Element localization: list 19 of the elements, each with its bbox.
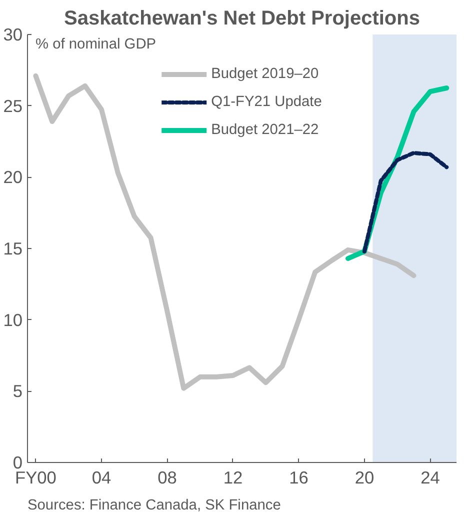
y-tick-label: 15 <box>3 238 23 258</box>
x-tick-label: 20 <box>354 468 374 488</box>
x-tick-label: 12 <box>223 468 243 488</box>
line-series <box>362 150 449 254</box>
x-tick-label: 08 <box>158 468 177 488</box>
y-tick-label: 10 <box>3 310 23 330</box>
x-tick-label: 24 <box>420 468 440 488</box>
legend-label: Budget 2021–22 <box>211 122 319 138</box>
legend-label: Budget 2019–20 <box>211 66 319 82</box>
x-tick-label: 04 <box>92 468 112 488</box>
legend-label: Q1-FY21 Update <box>211 94 322 110</box>
y-axis-title: % of nominal GDP <box>36 36 156 52</box>
y-tick-label: 30 <box>3 24 23 44</box>
y-tick-label: 5 <box>12 381 23 402</box>
y-tick-label: 25 <box>3 96 23 116</box>
x-tick-label: 16 <box>289 468 308 488</box>
source-note: Sources: Finance Canada, SK Finance <box>28 498 281 514</box>
chart-title: Saskatchewan's Net Debt Projections <box>64 8 420 30</box>
y-tick-label: 20 <box>3 167 23 188</box>
